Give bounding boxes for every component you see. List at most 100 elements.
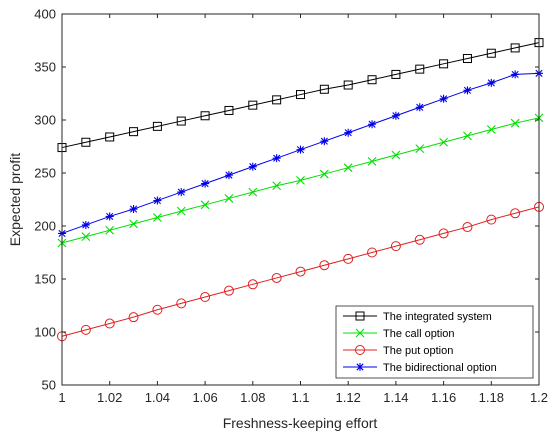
- y-tick-label: 400: [34, 7, 56, 22]
- legend-label: The integrated system: [383, 311, 492, 323]
- data-point: [462, 222, 473, 233]
- data-point: [81, 220, 90, 229]
- data-point: [248, 187, 258, 197]
- data-point: [463, 131, 472, 141]
- legend-entry: The put option: [343, 345, 453, 357]
- y-tick-label: 300: [34, 113, 56, 128]
- data-point: [296, 176, 305, 185]
- data-point: [272, 95, 282, 105]
- x-tick-label: 1.02: [97, 390, 122, 405]
- legend-label: The put option: [383, 345, 453, 357]
- legend-marker: [355, 311, 365, 321]
- legend-marker: [355, 345, 365, 355]
- x-tick-label: 1.12: [336, 390, 361, 405]
- data-point: [319, 84, 329, 94]
- data-point: [343, 163, 353, 173]
- data-point: [390, 241, 401, 252]
- data-point: [223, 285, 234, 296]
- x-tick-label: 1.14: [383, 390, 408, 405]
- data-point: [486, 48, 496, 58]
- y-axis-title: Expected profit: [7, 153, 23, 246]
- x-tick-label: 1: [58, 390, 65, 405]
- data-point: [247, 279, 258, 290]
- data-point: [129, 127, 139, 137]
- data-point: [296, 90, 305, 100]
- data-point: [224, 171, 233, 180]
- legend-entries: The integrated system The call option The …: [343, 311, 497, 374]
- x-tick-label: 1.04: [145, 390, 170, 405]
- legend: The integrated system The call option The …: [335, 305, 534, 379]
- data-point: [343, 253, 354, 264]
- data-point: [271, 272, 282, 283]
- legend-entry: The call option: [343, 328, 455, 340]
- series-line: [61, 42, 540, 149]
- data-point: [319, 260, 330, 271]
- x-tick-label: 1.1: [291, 390, 309, 405]
- legend-marker: [356, 363, 364, 371]
- series-layer: [57, 38, 544, 342]
- data-point: [201, 179, 210, 188]
- legend-marker: [355, 328, 365, 338]
- x-tick-label: 1.16: [431, 390, 456, 405]
- data-point: [415, 144, 425, 154]
- y-tick-label: 150: [34, 272, 56, 287]
- data-point: [414, 234, 425, 245]
- data-point: [438, 228, 449, 239]
- data-point: [105, 212, 114, 221]
- data-point: [510, 118, 520, 128]
- data-point: [462, 54, 472, 64]
- data-point: [391, 69, 401, 79]
- data-point: [129, 219, 138, 229]
- data-point: [344, 128, 353, 137]
- data-point: [176, 116, 186, 126]
- data-point: [224, 194, 234, 203]
- series-line: [61, 206, 540, 337]
- data-point: [415, 64, 425, 74]
- data-point: [486, 214, 497, 225]
- data-point: [319, 169, 329, 179]
- data-point: [511, 70, 520, 79]
- data-point: [105, 132, 115, 142]
- data-point: [80, 324, 91, 335]
- y-tick-label: 350: [34, 60, 56, 75]
- data-point: [152, 121, 162, 131]
- data-point: [104, 318, 115, 329]
- data-point: [224, 105, 234, 115]
- data-point: [176, 206, 186, 216]
- data-point: [295, 266, 306, 277]
- data-point: [81, 137, 91, 147]
- data-point: [105, 225, 115, 235]
- data-point: [415, 103, 424, 112]
- data-point: [272, 154, 281, 163]
- data-point: [200, 111, 210, 121]
- x-tick-label: 1.08: [240, 390, 265, 405]
- data-point: [391, 111, 400, 120]
- data-point: [367, 75, 377, 85]
- data-point: [368, 120, 377, 129]
- ticks-layer: 1 1.02 1.04 1.06 1.08 1.1 1.12 1.14 1.16 1.18 1.2 5…: [34, 7, 548, 406]
- data-point: [367, 247, 378, 258]
- x-axis-title: Freshness-keeping effort: [223, 415, 378, 431]
- data-point: [439, 59, 449, 69]
- data-point: [129, 205, 138, 214]
- data-point: [463, 86, 472, 95]
- data-point: [439, 137, 448, 147]
- data-point: [367, 156, 377, 166]
- data-point: [128, 312, 139, 323]
- x-tick-label: 1.18: [479, 390, 504, 405]
- data-point: [343, 80, 353, 90]
- x-tick-label: 1.06: [192, 390, 217, 405]
- data-point: [510, 43, 520, 53]
- data-point: [296, 145, 305, 154]
- y-tick-label: 100: [34, 325, 56, 340]
- data-point: [486, 125, 496, 134]
- legend-entry: The bidirectional option: [343, 362, 497, 374]
- data-point: [177, 188, 186, 197]
- data-point: [152, 304, 163, 315]
- data-point: [248, 162, 257, 171]
- legend-box: [335, 305, 534, 379]
- legend-entry: The integrated system: [343, 311, 492, 323]
- data-point: [153, 213, 162, 222]
- data-point: [510, 208, 521, 219]
